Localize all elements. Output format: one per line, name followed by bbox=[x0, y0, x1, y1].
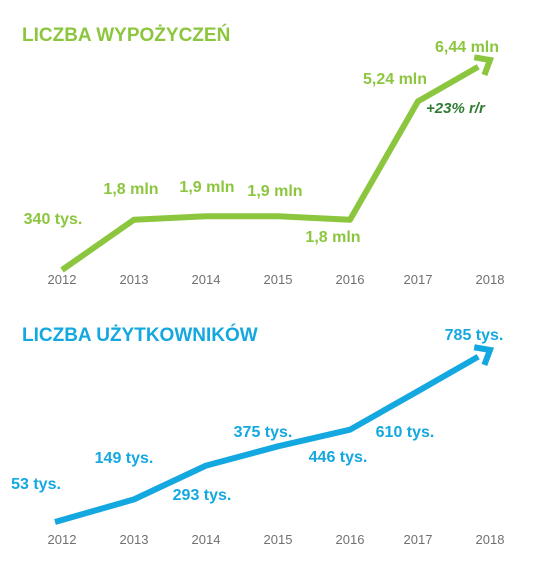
arrowhead-icon bbox=[473, 344, 495, 367]
x-tick-label: 2012 bbox=[48, 272, 77, 287]
growth-annotation: +23% r/r bbox=[426, 100, 486, 117]
series-line bbox=[60, 64, 480, 273]
x-tick-label: 2015 bbox=[264, 272, 293, 287]
data-label: 149 tys. bbox=[95, 450, 154, 467]
series-line bbox=[54, 354, 480, 525]
chart-loans: LICZBA WYPOŻYCZEŃ 2012 2013 2014 2015 2016 20… bbox=[22, 24, 504, 287]
data-label: 610 tys. bbox=[376, 424, 435, 441]
series-line-users bbox=[54, 344, 495, 525]
arrowhead-icon bbox=[473, 54, 495, 77]
chart-users: LICZBA UŻYTKOWNIKÓW 2012 2013 2014 2015 2016… bbox=[11, 324, 504, 547]
data-label: 1,9 mln bbox=[179, 179, 234, 196]
data-label: 293 tys. bbox=[173, 487, 232, 504]
data-labels-users: 53 tys. 149 tys. 293 tys. 375 tys. 446 tys. 6… bbox=[11, 327, 503, 504]
data-label: 5,24 mln bbox=[363, 71, 427, 88]
data-label: 53 tys. bbox=[11, 476, 61, 493]
x-axis-loans: 2012 2013 2014 2015 2016 2017 2018 bbox=[48, 272, 505, 287]
series-line-loans bbox=[60, 54, 495, 273]
chart-title-loans: LICZBA WYPOŻYCZEŃ bbox=[22, 24, 230, 46]
x-tick-label: 2017 bbox=[404, 532, 433, 547]
data-label: 6,44 mln bbox=[435, 39, 499, 56]
data-label: 1,8 mln bbox=[103, 181, 158, 198]
x-tick-label: 2013 bbox=[120, 272, 149, 287]
data-label: 375 tys. bbox=[234, 424, 293, 441]
x-tick-label: 2014 bbox=[192, 272, 221, 287]
data-label: 1,8 mln bbox=[305, 229, 360, 246]
x-tick-label: 2012 bbox=[48, 532, 77, 547]
data-label: 785 tys. bbox=[445, 327, 504, 344]
data-label: 340 tys. bbox=[24, 211, 83, 228]
x-axis-users: 2012 2013 2014 2015 2016 2017 2018 bbox=[48, 532, 505, 547]
x-tick-label: 2018 bbox=[476, 532, 505, 547]
x-tick-label: 2013 bbox=[120, 532, 149, 547]
data-label: 1,9 mln bbox=[247, 183, 302, 200]
x-tick-label: 2018 bbox=[476, 272, 505, 287]
x-tick-label: 2017 bbox=[404, 272, 433, 287]
data-labels-loans: 340 tys. 1,8 mln 1,9 mln 1,9 mln 1,8 mln 5,24… bbox=[24, 39, 499, 246]
x-tick-label: 2014 bbox=[192, 532, 221, 547]
x-tick-label: 2016 bbox=[336, 532, 365, 547]
data-label: 446 tys. bbox=[309, 449, 368, 466]
x-tick-label: 2015 bbox=[264, 532, 293, 547]
chart-title-users: LICZBA UŻYTKOWNIKÓW bbox=[22, 324, 258, 346]
x-tick-label: 2016 bbox=[336, 272, 365, 287]
